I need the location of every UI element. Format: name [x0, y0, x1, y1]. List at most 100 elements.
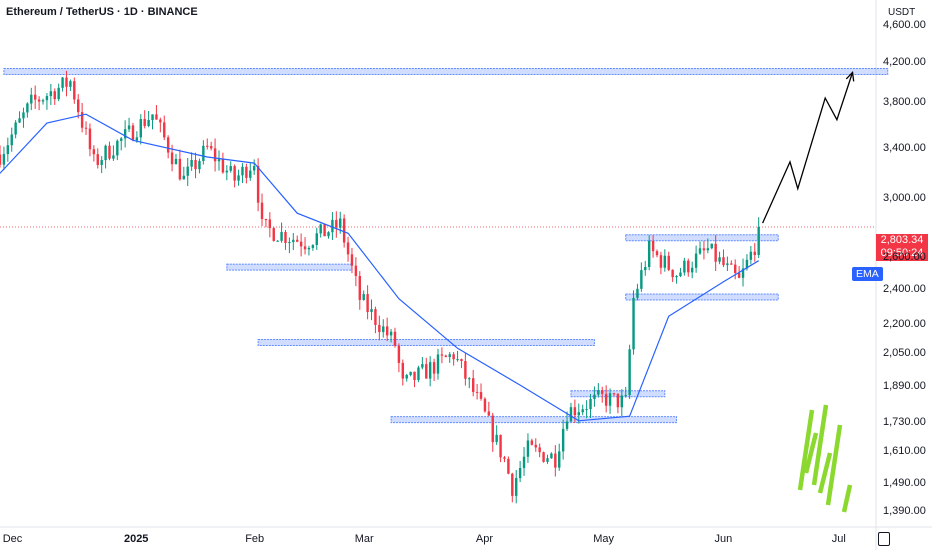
- candle-body-54: [209, 146, 213, 149]
- candle-body-81: [315, 233, 318, 246]
- candle-body-140: [546, 458, 549, 462]
- candle-body-15: [57, 87, 60, 100]
- candle-body-117: [456, 359, 459, 361]
- candle-body-166: [647, 240, 651, 268]
- chart-title: Ethereum / TetherUS · 1D · BINANCE: [6, 6, 198, 18]
- candle-body-16: [61, 77, 64, 88]
- candle-body-17: [65, 77, 68, 87]
- candle-body-128: [499, 434, 502, 458]
- candle-body-158: [616, 393, 620, 408]
- candle-body-102: [397, 345, 401, 363]
- candle-body-19: [73, 81, 76, 100]
- candle-body-4: [14, 122, 17, 135]
- candle-body-170: [663, 255, 667, 268]
- candle-body-73: [284, 232, 287, 243]
- candle-body-59: [229, 166, 232, 171]
- candle-body-22: [84, 127, 88, 129]
- candle-body-97: [378, 324, 381, 333]
- candle-body-82: [319, 224, 322, 234]
- candle-body-26: [100, 160, 103, 165]
- candle-body-153: [597, 390, 600, 395]
- x-tick-label: 2025: [123, 533, 149, 545]
- logo-stroke-5: [841, 484, 853, 513]
- candle-body-69: [268, 219, 272, 229]
- currency-label[interactable]: USDT: [888, 7, 916, 18]
- candle-body-42: [163, 122, 166, 138]
- candle-body-189: [737, 272, 741, 278]
- candle-body-27: [104, 145, 107, 161]
- candle-body-132: [515, 478, 518, 496]
- candle-body-40: [155, 114, 158, 120]
- candle-body-146: [569, 407, 573, 422]
- candle-body-115: [448, 354, 451, 357]
- candle-body-100: [389, 331, 393, 336]
- candle-body-192: [749, 251, 753, 260]
- settings-corner-button[interactable]: [878, 532, 890, 546]
- candle-body-2: [6, 145, 10, 155]
- candle-body-56: [217, 159, 221, 162]
- candle-body-101: [393, 331, 397, 346]
- logo-stroke-4: [817, 452, 833, 494]
- candle-body-84: [327, 232, 330, 237]
- candle-body-139: [542, 452, 545, 462]
- candle-body-175: [683, 260, 686, 273]
- candle-body-10: [37, 99, 41, 102]
- x-tick-label: Feb: [245, 533, 265, 545]
- candle-body-80: [311, 245, 315, 248]
- candle-body-173: [675, 276, 678, 278]
- candle-body-35: [135, 137, 139, 141]
- candle-body-163: [636, 288, 639, 298]
- candle-body-134: [522, 456, 526, 469]
- x-tick-label: May: [593, 533, 615, 545]
- candle-body-159: [620, 395, 624, 408]
- candle-body-105: [409, 371, 412, 376]
- candle-body-21: [80, 112, 84, 128]
- candle-body-142: [554, 453, 557, 468]
- candle-body-156: [608, 393, 612, 406]
- candle-body-165: [644, 267, 647, 271]
- candle-body-137: [534, 444, 537, 448]
- candle-body-181: [706, 248, 710, 251]
- candle-body-99: [385, 326, 389, 336]
- candle-body-147: [573, 407, 577, 416]
- candle-body-13: [49, 91, 53, 97]
- candle-body-65: [252, 166, 256, 171]
- candle-body-136: [530, 440, 534, 445]
- candle-body-45: [174, 158, 178, 165]
- candle-body-20: [77, 99, 80, 113]
- candle-body-52: [202, 145, 205, 161]
- candle-body-30: [116, 140, 119, 156]
- logo-stroke-1: [811, 404, 829, 486]
- candle-body-129: [503, 457, 506, 459]
- candle-body-75: [292, 239, 295, 243]
- candle-body-168: [655, 251, 659, 256]
- y-tick-label: 4,200.00: [883, 55, 926, 68]
- logo-stroke-0: [797, 409, 815, 491]
- candle-body-63: [245, 166, 248, 178]
- ema-indicator-tag[interactable]: EMA: [852, 267, 883, 281]
- candle-body-190: [741, 268, 745, 278]
- y-tick-label: 1,390.00: [883, 505, 926, 518]
- candle-body-155: [604, 393, 608, 406]
- candle-body-79: [307, 247, 311, 250]
- y-tick-label: 1,890.00: [883, 380, 926, 393]
- candle-body-39: [151, 114, 154, 121]
- candle-body-37: [143, 119, 146, 127]
- candle-body-98: [382, 326, 385, 333]
- candle-body-138: [538, 447, 541, 453]
- y-tick-label: 3,800.00: [883, 96, 926, 109]
- candle-body-120: [468, 378, 471, 380]
- candle-body-38: [147, 120, 150, 127]
- candle-body-169: [659, 255, 663, 268]
- candle-body-125: [487, 411, 491, 416]
- candle-body-131: [511, 473, 514, 496]
- candle-body-61: [237, 175, 240, 181]
- candle-body-118: [460, 359, 463, 362]
- candle-body-104: [405, 375, 408, 379]
- candle-body-51: [198, 160, 201, 170]
- candle-body-149: [581, 409, 584, 413]
- candle-body-89: [346, 242, 350, 255]
- candle-body-5: [18, 118, 21, 123]
